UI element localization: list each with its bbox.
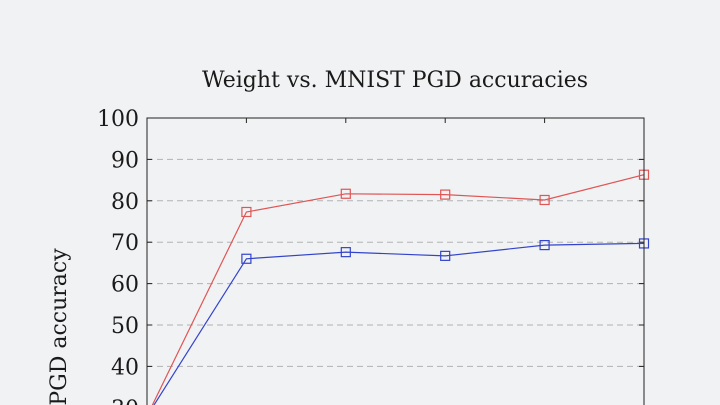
series-1 (153, 238, 650, 405)
data-point-marker (440, 189, 451, 200)
y-tick-labels: 30 40 50 60 70 80 90 100 (97, 107, 139, 405)
y-axis-label: PGD accuracy (47, 248, 72, 405)
chart-title: Weight vs. MNIST PGD accuracies (202, 68, 588, 93)
series-line (151, 174, 645, 405)
y-tick-label: 40 (111, 355, 139, 380)
data-point-marker (241, 253, 252, 264)
series-layer (151, 169, 650, 405)
y-tick-label: 90 (111, 148, 139, 173)
tick-marks (146, 117, 645, 367)
data-point-marker (340, 247, 351, 258)
y-tick-label: 80 (111, 190, 139, 215)
grid-lines (147, 158, 644, 367)
series-line (153, 242, 645, 405)
plot-frame (146, 117, 645, 405)
data-point-marker (539, 194, 550, 206)
data-point-marker (440, 250, 451, 261)
series-0 (151, 169, 650, 405)
y-tick-label: 70 (111, 231, 139, 256)
data-point-marker (241, 206, 252, 218)
y-tick-label: 100 (97, 107, 139, 132)
data-point-marker (539, 239, 550, 251)
y-tick-label: 50 (111, 314, 139, 339)
y-tick-label: 30 (111, 397, 139, 405)
y-tick-label: 60 (111, 273, 139, 298)
data-point-marker (340, 188, 351, 199)
